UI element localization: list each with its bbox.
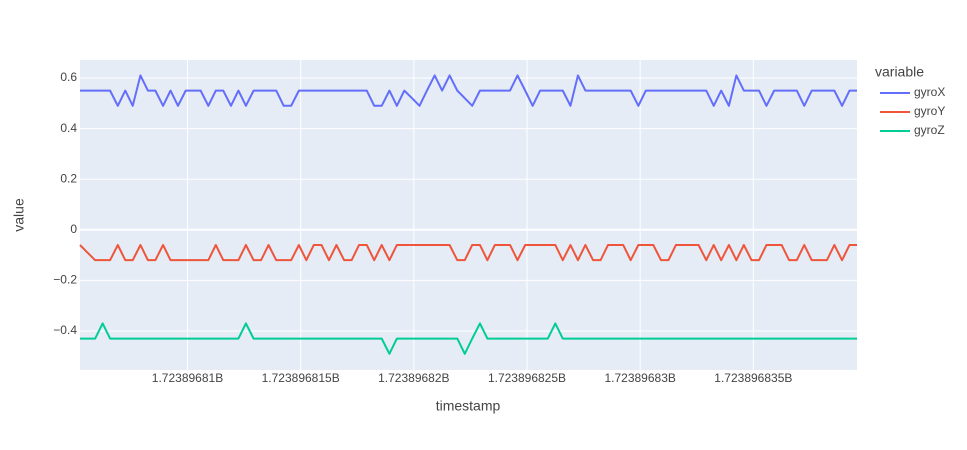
y-tick-label: −0.4 xyxy=(53,323,77,337)
x-tick-label: 1.72389681B xyxy=(152,371,223,385)
plot-background xyxy=(80,60,857,370)
y-tick-label: 0.4 xyxy=(60,121,77,135)
legend: gyroX gyroY gyroZ xyxy=(880,85,945,137)
legend-item[interactable]: gyroX xyxy=(880,85,945,99)
legend-label: gyroY xyxy=(914,104,945,118)
series-line xyxy=(80,322,857,355)
y-axis-title: value xyxy=(11,198,27,232)
y-tick-label: 0.2 xyxy=(60,171,77,185)
legend-title: variable xyxy=(875,64,924,80)
y-tick-label: −0.2 xyxy=(53,273,77,287)
legend-item[interactable]: gyroZ xyxy=(880,123,945,137)
y-tick-label: 0 xyxy=(70,222,77,236)
x-tick-label: 1.723896815B xyxy=(262,371,340,385)
series-line xyxy=(79,243,857,262)
x-tick-label: 1.72389683B xyxy=(604,371,675,385)
legend-item[interactable]: gyroY xyxy=(880,104,945,118)
lines xyxy=(79,74,857,355)
series-line xyxy=(80,74,857,107)
y-tick-label: 0.6 xyxy=(60,70,77,84)
legend-label: gyroZ xyxy=(914,123,945,137)
x-tick-label: 1.723896835B xyxy=(714,371,792,385)
x-tick-label: 1.72389682B xyxy=(378,371,449,385)
grid xyxy=(80,60,857,370)
x-axis-title: timestamp xyxy=(436,398,501,414)
x-tick-label: 1.723896825B xyxy=(488,371,566,385)
legend-label: gyroX xyxy=(914,85,945,99)
